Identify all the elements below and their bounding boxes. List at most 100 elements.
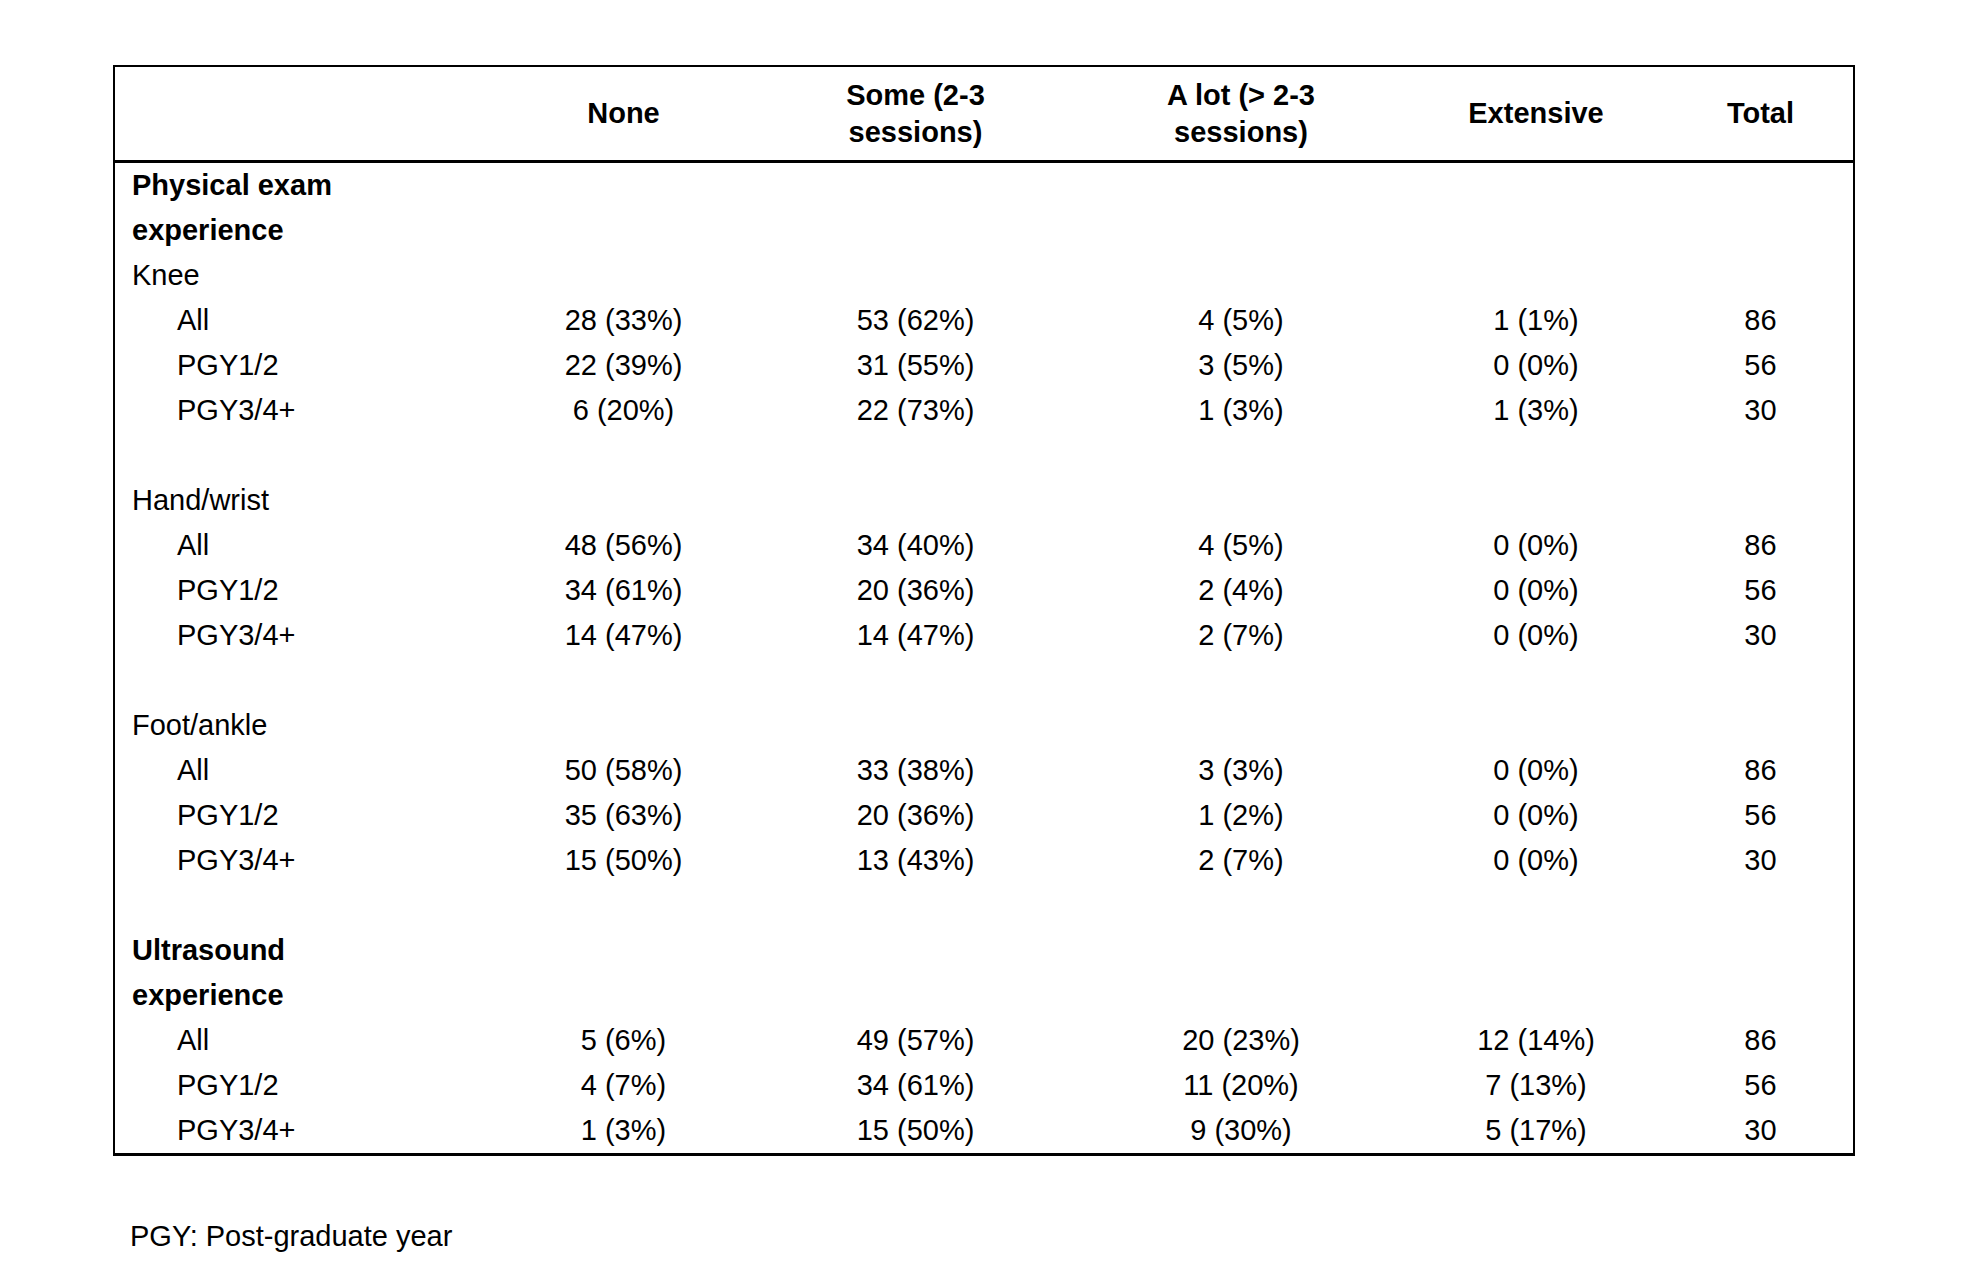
data-cell <box>494 162 753 254</box>
data-cell: 14 (47%) <box>753 613 1078 658</box>
row-label: Knee <box>114 253 494 298</box>
data-cell <box>753 703 1078 748</box>
data-cell <box>1404 883 1668 928</box>
data-cell <box>753 883 1078 928</box>
data-cell: 4 (5%) <box>1078 298 1404 343</box>
table-body: Physical exam experienceKneeAll28 (33%)5… <box>114 162 1854 1155</box>
data-cell: 34 (40%) <box>753 523 1078 568</box>
data-cell: 2 (7%) <box>1078 613 1404 658</box>
data-cell: 15 (50%) <box>753 1108 1078 1155</box>
data-cell <box>494 433 753 478</box>
row-label <box>114 883 494 928</box>
data-cell: 50 (58%) <box>494 748 753 793</box>
data-cell <box>1078 658 1404 703</box>
column-header-some: Some (2-3 sessions) <box>753 66 1078 162</box>
spacer-row <box>114 433 1854 478</box>
data-cell: 30 <box>1668 388 1854 433</box>
data-cell <box>1078 433 1404 478</box>
spacer-row <box>114 658 1854 703</box>
table-row: PGY1/234 (61%)20 (36%)2 (4%)0 (0%)56 <box>114 568 1854 613</box>
data-cell: 56 <box>1668 343 1854 388</box>
data-cell: 4 (7%) <box>494 1063 753 1108</box>
data-cell: 1 (3%) <box>1078 388 1404 433</box>
table-row: All50 (58%)33 (38%)3 (3%)0 (0%)86 <box>114 748 1854 793</box>
data-cell: 1 (1%) <box>1404 298 1668 343</box>
data-cell <box>1078 928 1404 1018</box>
data-cell: 1 (3%) <box>494 1108 753 1155</box>
data-cell: 9 (30%) <box>1078 1108 1404 1155</box>
data-cell <box>753 478 1078 523</box>
row-label: PGY3/4+ <box>114 1108 494 1155</box>
row-label: PGY1/2 <box>114 343 494 388</box>
table-row: PGY1/222 (39%)31 (55%)3 (5%)0 (0%)56 <box>114 343 1854 388</box>
data-cell <box>494 478 753 523</box>
row-label <box>114 433 494 478</box>
data-cell: 6 (20%) <box>494 388 753 433</box>
data-cell: 0 (0%) <box>1404 793 1668 838</box>
data-cell: 2 (4%) <box>1078 568 1404 613</box>
data-cell: 4 (5%) <box>1078 523 1404 568</box>
row-label: PGY3/4+ <box>114 613 494 658</box>
data-cell: 1 (2%) <box>1078 793 1404 838</box>
data-cell: 0 (0%) <box>1404 838 1668 883</box>
data-cell <box>494 883 753 928</box>
data-cell: 56 <box>1668 568 1854 613</box>
column-header-total: Total <box>1668 66 1854 162</box>
experience-table: None Some (2-3 sessions) A lot (> 2-3 se… <box>113 65 1855 1156</box>
data-cell <box>494 658 753 703</box>
data-cell: 33 (38%) <box>753 748 1078 793</box>
data-cell <box>494 253 753 298</box>
table-row: PGY3/4+14 (47%)14 (47%)2 (7%)0 (0%)30 <box>114 613 1854 658</box>
data-cell: 3 (3%) <box>1078 748 1404 793</box>
data-cell: 0 (0%) <box>1404 523 1668 568</box>
data-cell: 1 (3%) <box>1404 388 1668 433</box>
data-cell <box>1668 883 1854 928</box>
data-cell: 0 (0%) <box>1404 568 1668 613</box>
row-label: All <box>114 1018 494 1063</box>
data-cell: 20 (36%) <box>753 793 1078 838</box>
data-cell <box>1668 162 1854 254</box>
data-cell: 0 (0%) <box>1404 613 1668 658</box>
data-cell: 48 (56%) <box>494 523 753 568</box>
data-cell <box>753 928 1078 1018</box>
data-cell <box>1078 253 1404 298</box>
data-cell: 56 <box>1668 1063 1854 1108</box>
data-cell <box>1078 703 1404 748</box>
data-cell: 13 (43%) <box>753 838 1078 883</box>
data-cell <box>1404 478 1668 523</box>
data-cell <box>1668 928 1854 1018</box>
data-cell <box>1404 162 1668 254</box>
data-cell: 30 <box>1668 1108 1854 1155</box>
data-cell: 22 (39%) <box>494 343 753 388</box>
row-label: All <box>114 748 494 793</box>
data-cell <box>753 433 1078 478</box>
data-cell: 56 <box>1668 793 1854 838</box>
data-cell: 2 (7%) <box>1078 838 1404 883</box>
data-cell <box>1404 253 1668 298</box>
table-row: All48 (56%)34 (40%)4 (5%)0 (0%)86 <box>114 523 1854 568</box>
data-cell: 14 (47%) <box>494 613 753 658</box>
table-row: PGY1/24 (7%)34 (61%)11 (20%)7 (13%)56 <box>114 1063 1854 1108</box>
data-cell <box>1078 162 1404 254</box>
table-row: PGY3/4+15 (50%)13 (43%)2 (7%)0 (0%)30 <box>114 838 1854 883</box>
column-header-empty <box>114 66 494 162</box>
header-row: None Some (2-3 sessions) A lot (> 2-3 se… <box>114 66 1854 162</box>
data-cell <box>753 658 1078 703</box>
data-cell <box>1404 703 1668 748</box>
data-cell: 49 (57%) <box>753 1018 1078 1063</box>
data-cell <box>1404 433 1668 478</box>
data-cell: 3 (5%) <box>1078 343 1404 388</box>
data-cell <box>1668 658 1854 703</box>
table-row: Ultrasound experience <box>114 928 1854 1018</box>
data-cell: 34 (61%) <box>494 568 753 613</box>
data-cell <box>1668 478 1854 523</box>
data-cell: 31 (55%) <box>753 343 1078 388</box>
data-cell: 0 (0%) <box>1404 343 1668 388</box>
data-cell: 12 (14%) <box>1404 1018 1668 1063</box>
column-header-a-lot: A lot (> 2-3 sessions) <box>1078 66 1404 162</box>
row-label: PGY3/4+ <box>114 388 494 433</box>
row-label: PGY3/4+ <box>114 838 494 883</box>
data-cell: 28 (33%) <box>494 298 753 343</box>
data-cell: 86 <box>1668 298 1854 343</box>
row-label: All <box>114 298 494 343</box>
